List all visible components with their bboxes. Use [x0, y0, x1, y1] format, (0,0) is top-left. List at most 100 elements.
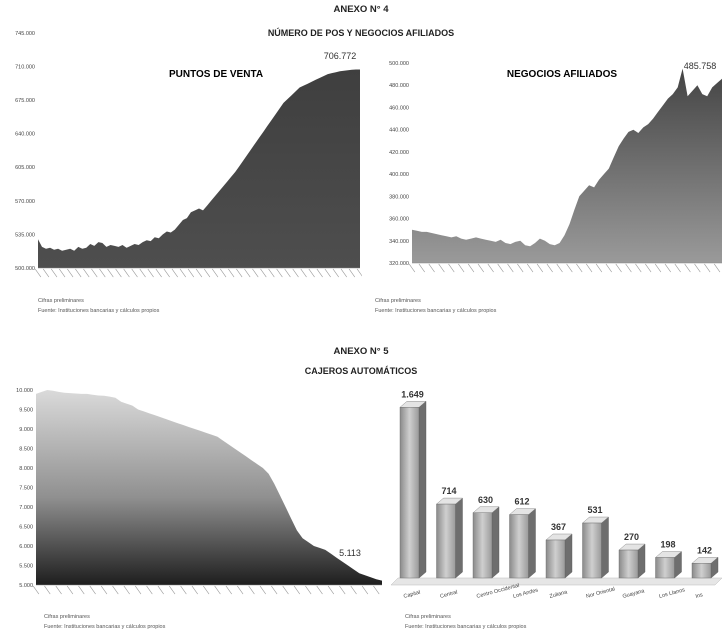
bar — [582, 522, 602, 579]
x-tick-mark — [244, 268, 251, 278]
x-tick-mark — [123, 585, 130, 595]
x-tick-mark — [44, 585, 51, 595]
x-tick-mark — [260, 268, 267, 278]
x-tick-mark — [487, 263, 494, 273]
y-tick-label: 605.000 — [15, 165, 35, 171]
y-tick-label: 10.000 — [16, 388, 33, 394]
x-tick-mark — [139, 268, 146, 278]
x-tick-mark — [448, 263, 455, 273]
x-tick-mark — [586, 263, 593, 273]
anexo5-note-preliminary-2: Cifras preliminares — [405, 614, 451, 620]
y-tick-label: 7.000 — [19, 505, 33, 511]
bar — [691, 563, 712, 579]
bar-value-label: 630 — [478, 495, 493, 505]
x-tick-mark — [292, 268, 299, 278]
bar-side — [564, 533, 573, 579]
negocios-afiliados-title: NEGOCIOS AFILIADOS — [507, 69, 618, 80]
y-tick-label: 380.000 — [389, 194, 409, 200]
x-tick-mark — [211, 268, 219, 278]
x-tick-mark — [163, 268, 170, 278]
x-tick-mark — [276, 268, 283, 278]
anexo4-note-preliminary: Cifras preliminares — [38, 298, 84, 304]
x-tick-mark — [78, 585, 85, 595]
bar-chart-floor — [390, 577, 722, 586]
x-tick-mark — [203, 268, 211, 278]
x-tick-mark — [308, 268, 315, 278]
bar-value-label: 198 — [660, 540, 675, 550]
x-tick-mark — [248, 585, 255, 595]
x-tick-mark — [293, 585, 301, 595]
bar-side — [491, 506, 500, 579]
anexo5-subheading: CAJEROS AUTOMÁTICOS — [304, 366, 418, 376]
bar-value-label: 714 — [441, 486, 456, 496]
x-tick-mark — [187, 268, 195, 278]
x-tick-mark — [536, 263, 544, 273]
y-tick-label: 500.000 — [15, 266, 35, 272]
x-tick-mark — [674, 263, 681, 273]
y-tick-label: 320.000 — [389, 261, 409, 267]
x-tick-mark — [332, 268, 339, 278]
bar-value-label: 531 — [587, 505, 602, 515]
x-tick-mark — [259, 585, 266, 595]
x-tick-mark — [654, 263, 662, 273]
cajeros-area-chart: 5.000 5.500 6.000 6.500 7.000 7.500 8.000 8.500… — [16, 388, 382, 595]
x-tick-mark — [340, 268, 348, 278]
x-tick-mark — [99, 268, 106, 278]
x-tick-mark — [507, 263, 514, 273]
x-tick-mark — [115, 268, 122, 278]
puntos-de-venta-title: PUNTOS DE VENTA — [169, 69, 263, 80]
x-tick-mark — [418, 263, 425, 273]
x-tick-mark — [664, 263, 671, 273]
y-tick-label: 8.000 — [19, 466, 33, 472]
x-tick-mark — [203, 585, 210, 595]
x-tick-mark — [645, 263, 652, 273]
x-tick-mark — [171, 268, 178, 278]
x-tick-mark — [458, 263, 465, 273]
anexo5-note-source-2: Fuente: Instituciones bancarias y cálcul… — [405, 624, 527, 630]
y-tick-label: 745.000 — [15, 31, 35, 37]
anexo4-subheading: NÚMERO DE POS Y NEGOCIOS AFILIADOS — [267, 28, 455, 38]
x-tick-mark — [576, 263, 583, 273]
x-tick-mark — [635, 263, 642, 273]
puntos-de-venta-last-value: 706.772 — [324, 51, 357, 61]
x-tick-mark — [112, 585, 119, 595]
bar-side — [528, 508, 536, 579]
bar — [509, 514, 529, 579]
bar-category-label: Guayana — [622, 588, 646, 600]
x-tick-mark — [704, 263, 711, 273]
x-tick-mark — [271, 585, 278, 595]
x-tick-mark — [625, 263, 632, 273]
x-tick-mark — [477, 263, 485, 273]
x-tick-mark — [497, 263, 504, 273]
x-tick-mark — [134, 585, 142, 595]
bar-value-label: 142 — [697, 545, 712, 555]
y-tick-label: 440.000 — [389, 128, 409, 134]
x-tick-mark — [713, 263, 721, 273]
y-tick-label: 5.500 — [19, 564, 33, 570]
y-tick-label: 400.000 — [389, 172, 409, 178]
x-tick-mark — [55, 585, 62, 595]
x-tick-mark — [566, 263, 573, 273]
x-tick-mark — [339, 585, 346, 595]
y-tick-label: 9.000 — [19, 427, 33, 433]
y-tick-label: 5.000 — [19, 583, 33, 589]
y-tick-label: 360.000 — [389, 217, 409, 223]
negocios-afiliados-chart: 320.000 340.000 360.000 380.000 400.000 420.0… — [389, 61, 722, 273]
x-tick-mark — [615, 263, 622, 273]
bar — [618, 549, 639, 579]
y-tick-label: 460.000 — [389, 105, 409, 111]
bar-value-label: 612 — [514, 497, 529, 507]
x-tick-mark — [179, 268, 187, 278]
y-tick-label: 500.000 — [389, 61, 409, 67]
bar-category-label: Nor Oriental — [585, 586, 615, 599]
x-tick-mark — [282, 585, 289, 595]
x-tick-mark — [131, 268, 138, 278]
x-tick-mark — [191, 585, 198, 595]
bar-value-label: 367 — [551, 522, 566, 532]
x-tick-mark — [123, 268, 130, 278]
x-tick-mark — [225, 585, 232, 595]
x-tick-mark — [32, 585, 40, 595]
x-tick-mark — [147, 268, 154, 278]
x-tick-mark — [546, 263, 553, 273]
anexo4-heading: ANEXO N° 4 — [333, 4, 389, 15]
